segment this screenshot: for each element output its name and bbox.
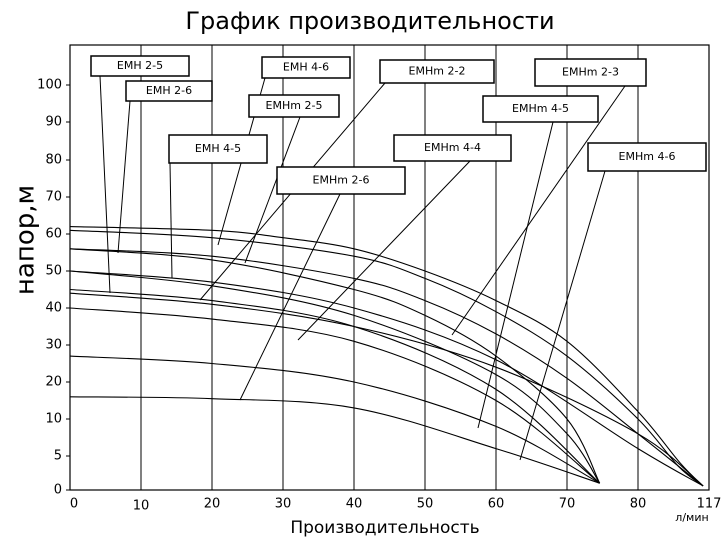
- curve: [69, 248, 601, 484]
- curve: [69, 226, 704, 487]
- leader-line: [239, 193, 341, 401]
- annotation: ЕМН 2-5: [117, 59, 163, 72]
- y-tick-label: 90: [45, 115, 62, 130]
- x-tick-label: 80: [630, 497, 647, 512]
- curve: [69, 229, 704, 487]
- annotation-box: [276, 166, 406, 195]
- annotation: ЕМНm 4-4: [424, 141, 481, 154]
- annotation: ЕМН 4-6: [283, 61, 329, 74]
- leader-line: [244, 116, 301, 264]
- y-tick-label: 100: [37, 78, 62, 93]
- x-axis-label: Производительность: [290, 518, 479, 538]
- annotation: ЕМНm 2-6: [313, 174, 370, 187]
- x-tick-label: 60: [488, 497, 505, 512]
- leader-line: [117, 100, 131, 254]
- leader-line: [297, 160, 471, 341]
- x-tick-label: 10: [133, 499, 150, 514]
- y-tick-label: 10: [45, 412, 62, 427]
- y-axis-label: напор,м: [11, 185, 41, 295]
- y-tick-label: 70: [45, 190, 62, 205]
- annotation-box: [125, 80, 213, 102]
- annotation: ЕМН 4-5: [195, 142, 241, 155]
- leader-line: [477, 121, 554, 429]
- annotation-box: [587, 142, 707, 172]
- x-tick-label: 117: [697, 497, 722, 512]
- leader-line: [519, 170, 606, 461]
- y-tick-label: 0: [54, 483, 62, 498]
- annotation: ЕМНm 4-6: [619, 150, 676, 163]
- annotation-box: [482, 95, 599, 123]
- curve: [69, 270, 601, 484]
- annotation-box: [261, 56, 351, 79]
- x-tick-label: 40: [346, 497, 363, 512]
- curve: [69, 248, 704, 487]
- annotation: ЕМНm 4-5: [512, 102, 569, 115]
- curve: [69, 292, 704, 487]
- y-tick-label: 80: [45, 153, 62, 168]
- y-tick-label: 30: [45, 338, 62, 353]
- y-tick-label: 20: [45, 375, 62, 390]
- curve: [69, 396, 600, 484]
- x-tick-label: 30: [275, 497, 292, 512]
- annotation-box: [379, 59, 495, 84]
- curve: [69, 270, 704, 487]
- annotation: ЕМНm 2-3: [562, 66, 619, 79]
- x-tick-label: 20: [204, 497, 221, 512]
- x-tick-label: 0: [70, 497, 78, 512]
- annotation-box: [90, 55, 190, 77]
- leader-line: [99, 75, 111, 294]
- annotation-box: [168, 134, 268, 164]
- x-axis-unit: л/мин: [675, 511, 708, 524]
- annotation: ЕМН 2-6: [146, 84, 192, 97]
- y-tick-label: 5: [54, 449, 62, 464]
- plot-frame: [69, 44, 710, 491]
- annotation: ЕМНm 2-5: [266, 99, 323, 112]
- chart-title: График производительности: [185, 7, 554, 35]
- curve: [69, 307, 601, 484]
- y-tick-label: 50: [45, 264, 62, 279]
- annotation-box: [534, 58, 647, 87]
- leader-line: [169, 162, 173, 279]
- annotation: ЕМНm 2-2: [409, 65, 466, 78]
- curve: [69, 288, 601, 484]
- x-tick-label: 70: [559, 497, 576, 512]
- y-tick-label: 40: [45, 301, 62, 316]
- leader-line: [451, 85, 626, 336]
- annotation-box: [393, 134, 512, 162]
- annotation-box: [248, 94, 340, 118]
- x-tick-label: 50: [417, 497, 434, 512]
- y-tick-label: 60: [45, 227, 62, 242]
